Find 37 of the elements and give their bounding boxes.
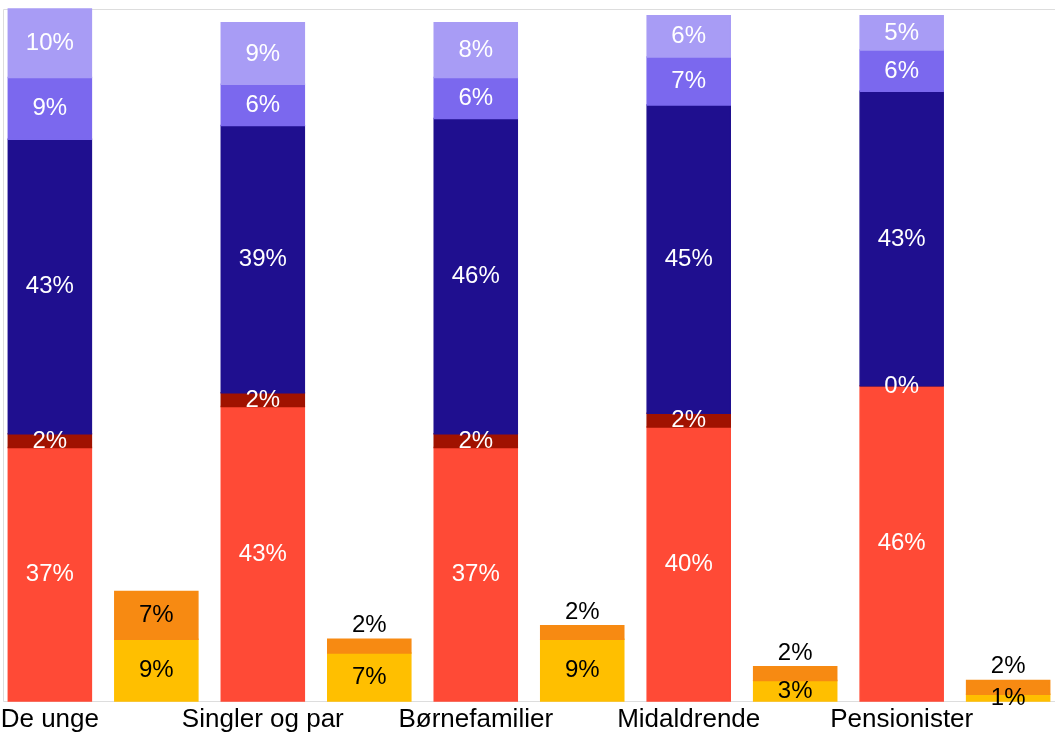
data-label: 43% [238,538,287,566]
data-label: 2% [351,610,387,638]
data-label: 10% [25,28,74,56]
data-label: 3% [777,675,813,703]
data-label: 6% [458,83,494,111]
data-label: 2% [564,596,600,624]
data-label: 46% [451,261,500,289]
data-label: 5% [884,17,920,45]
data-label: 2% [777,637,813,665]
data-label: 6% [671,21,707,49]
data-label: 45% [664,244,713,272]
data-label: 43% [877,223,926,251]
data-label: 7% [351,662,387,690]
data-label: 9% [138,655,174,683]
data-label: 7% [138,600,174,628]
x-tick-label: Pensionister [830,702,974,733]
data-label: 9% [245,38,281,66]
data-label: 39% [238,244,287,272]
x-tick-label: Midaldrende [617,702,761,733]
data-label: 46% [877,528,926,556]
x-tick-label: Singler og par [181,702,345,733]
data-label: 40% [664,548,713,576]
data-label: 2% [458,425,494,453]
data-label: 2% [32,425,68,453]
data-label: 2% [245,384,281,412]
data-label: 7% [671,65,707,93]
data-label: 43% [25,271,74,299]
data-label: 8% [458,35,494,63]
data-label: 6% [884,55,920,83]
data-label: 9% [564,655,600,683]
x-tick-label: De unge [0,702,100,733]
data-label: 37% [451,559,500,587]
data-label: 2% [990,651,1026,679]
data-label: 9% [32,93,68,121]
data-label: 37% [25,559,74,587]
x-tick-label: Børnefamilier [398,702,554,733]
data-label: 6% [245,89,281,117]
